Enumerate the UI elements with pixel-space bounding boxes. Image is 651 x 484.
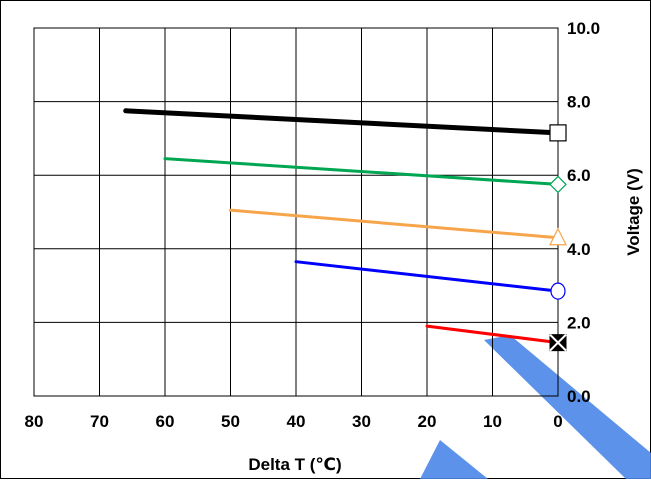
watermark-stroke (420, 440, 488, 479)
y-tick-label: 4.0 (567, 240, 591, 259)
grid (33, 27, 559, 397)
y-axis-title: Voltage (V) (624, 168, 643, 256)
x-axis-title: Delta T (℃) (248, 455, 341, 474)
x-tick-label: 80 (25, 412, 44, 431)
y-tick-label: 2.0 (567, 313, 591, 332)
y-tick-label: 8.0 (567, 93, 591, 112)
ticks: 80 70 60 50 40 30 20 10 0 0.0 2.0 4.0 6.0 8.0 10.0 (25, 19, 601, 431)
x-tick-label: 50 (221, 412, 240, 431)
x-tick-label: 60 (156, 412, 175, 431)
series-marker-2 (549, 175, 567, 194)
y-tick-label: 0.0 (567, 387, 591, 406)
x-tick-label: 0 (553, 412, 562, 431)
series-line-1 (123, 108, 561, 136)
series-layer (123, 108, 567, 352)
x-tick-label: 20 (418, 412, 437, 431)
x-tick-label: 70 (90, 412, 109, 431)
series-line-5 (425, 324, 560, 345)
x-tick-label: 10 (483, 412, 502, 431)
series-marker-4 (550, 282, 566, 300)
x-tick-label: 30 (352, 412, 371, 431)
x-tick-label: 40 (287, 412, 306, 431)
watermark-stroke (484, 335, 651, 479)
series-line-2 (163, 157, 560, 186)
series-line-4 (294, 260, 560, 293)
series-marker-5 (549, 333, 567, 352)
y-tick-label: 6.0 (567, 166, 591, 185)
series-marker-3 (549, 227, 567, 246)
series-line-3 (229, 208, 560, 240)
series-marker-1 (549, 124, 567, 142)
watermark (420, 335, 651, 479)
y-tick-label: 10.0 (567, 19, 600, 38)
